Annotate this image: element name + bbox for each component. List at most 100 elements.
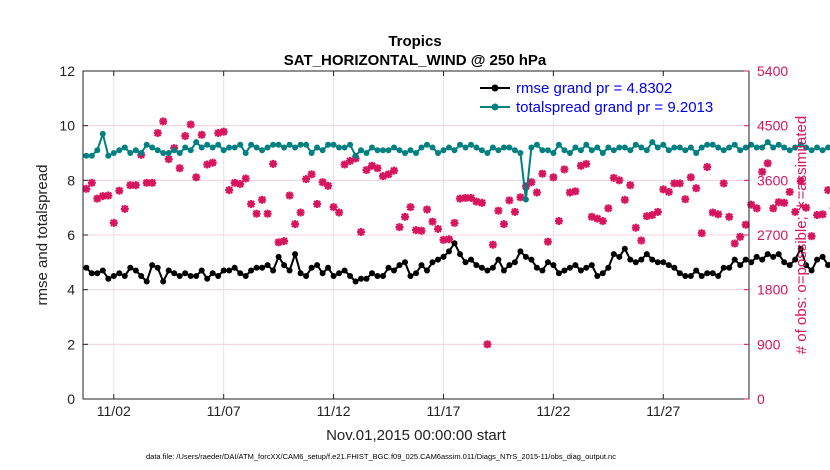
assimilated-obs-point-stroke-d2 — [681, 195, 690, 203]
assimilated-obs-point-51 — [362, 166, 371, 174]
totalspread-point-3 — [99, 130, 106, 137]
rmse-point-112 — [698, 273, 705, 279]
assimilated-obs-point-94 — [598, 217, 607, 225]
rmse-point-102 — [643, 251, 650, 258]
totalspread-point-96 — [610, 147, 617, 154]
rmse-point-123 — [759, 256, 766, 263]
assimilated-obs-point-stroke-d2 — [99, 192, 107, 200]
totalspread-point-35 — [275, 141, 282, 148]
rmse-point-23 — [209, 270, 216, 277]
assimilated-obs-point-stroke-d2 — [219, 127, 228, 136]
x-axis-ticks: 11/02 11/07 11/12 11/17 11/22 11/27 — [97, 71, 680, 419]
totalspread-point-79 — [517, 150, 524, 156]
totalspread-point-36 — [281, 144, 288, 151]
assimilated-obs-point-stroke-d2 — [687, 173, 695, 182]
rmse-point-43 — [319, 270, 326, 277]
totalspread-point-32 — [259, 147, 266, 154]
assimilated-obs-point-0 — [82, 184, 91, 193]
rmse-point-113 — [704, 270, 711, 277]
totalspread-series — [83, 130, 830, 203]
legend-rmse-marker — [491, 84, 499, 92]
assimilated-obs-point-stroke-d2 — [252, 209, 261, 218]
totalspread-point-98 — [621, 144, 628, 151]
rmse-point-41 — [308, 264, 315, 271]
assimilated-obs-point-91 — [582, 159, 591, 168]
assimilated-obs-point-stroke-d2 — [610, 174, 618, 182]
totalspread-point-48 — [347, 141, 354, 148]
assimilated-obs-series — [82, 117, 830, 349]
assimilated-obs-point-45 — [329, 203, 338, 212]
y-right-axis-label: # of obs: o=possible; ∗=assimilated — [793, 116, 810, 355]
assimilated-obs-point-6 — [115, 186, 124, 195]
totalspread-point-45 — [330, 141, 337, 148]
rmse-point-68 — [457, 251, 463, 258]
assimilated-obs-point-stroke-d2 — [511, 208, 519, 216]
totalspread-point-46 — [336, 144, 343, 151]
assimilated-obs-point-104 — [653, 207, 662, 216]
rmse-point-55 — [385, 264, 392, 271]
assimilated-obs-point-stroke-d2 — [505, 196, 514, 205]
totalspread-point-5 — [110, 150, 117, 156]
assimilated-obs-point-132 — [807, 232, 816, 241]
totalspread-point-80 — [522, 196, 529, 203]
totalspread-point-30 — [248, 141, 255, 148]
data-file-footnote: data file: /Users/raeder/DAI/ATM_forcXX/… — [146, 452, 616, 461]
rmse-point-86 — [555, 270, 562, 277]
rmse-point-17 — [176, 273, 183, 279]
assimilated-obs-point-stroke-d2 — [88, 179, 96, 187]
totalspread-point-118 — [731, 141, 738, 148]
totalspread-point-63 — [429, 144, 436, 151]
assimilated-obs-point-56 — [390, 166, 398, 175]
assimilated-obs-point-99 — [626, 181, 635, 190]
assimilated-obs-point-72 — [477, 198, 486, 207]
assimilated-obs-point-73 — [483, 340, 492, 349]
totalspread-point-28 — [237, 141, 244, 148]
rmse-point-131 — [803, 262, 810, 269]
totalspread-point-18 — [182, 144, 189, 151]
totalspread-point-44 — [325, 141, 332, 148]
rmse-point-56 — [391, 267, 397, 274]
x-tick-label-2: 11/12 — [317, 403, 351, 419]
assimilated-obs-point-98 — [620, 195, 629, 204]
assimilated-obs-point-112 — [697, 229, 706, 238]
totalspread-point-114 — [709, 141, 716, 148]
totalspread-point-25 — [220, 147, 227, 154]
assimilated-obs-point-79 — [516, 193, 525, 202]
assimilated-obs-point-50 — [357, 228, 365, 236]
rmse-point-132 — [808, 267, 815, 274]
totalspread-point-60 — [413, 150, 419, 156]
assimilated-obs-point-stroke-d2 — [269, 160, 277, 168]
rmse-point-106 — [665, 262, 672, 269]
assimilated-obs-point-stroke-d2 — [730, 239, 739, 248]
totalspread-point-21 — [198, 144, 205, 151]
rmse-point-108 — [676, 270, 683, 277]
totalspread-point-102 — [643, 147, 650, 154]
assimilated-obs-point-62 — [423, 205, 431, 214]
assimilated-obs-point-stroke-d2 — [483, 340, 492, 349]
rmse-point-5 — [110, 273, 117, 279]
totalspread-point-122 — [753, 144, 760, 151]
assimilated-obs-point-53 — [373, 164, 382, 173]
totalspread-point-88 — [566, 150, 573, 156]
chart-subtitle: SAT_HORIZONTAL_WIND @ 250 hPa — [284, 52, 547, 69]
assimilated-obs-point-stroke-d2 — [780, 199, 788, 207]
totalspread-point-1 — [88, 152, 95, 159]
totalspread-point-124 — [764, 139, 771, 146]
totalspread-point-9 — [132, 147, 139, 154]
rmse-point-33 — [264, 262, 271, 269]
assimilated-obs-point-120 — [741, 220, 750, 229]
assimilated-obs-point-46 — [335, 208, 344, 217]
assimilated-obs-point-61 — [417, 226, 426, 235]
totalspread-point-85 — [550, 150, 557, 156]
assimilated-obs-point-stroke-d2 — [104, 191, 113, 200]
rmse-point-42 — [314, 262, 321, 269]
rmse-point-51 — [363, 275, 370, 282]
assimilated-obs-point-66 — [445, 235, 453, 244]
assimilated-obs-point-7 — [120, 204, 129, 213]
assimilated-obs-point-20 — [192, 173, 201, 182]
assimilated-obs-point-111 — [692, 184, 701, 193]
assimilated-obs-point-stroke-d2 — [516, 193, 525, 202]
rmse-point-60 — [413, 270, 419, 277]
assimilated-obs-point-60 — [412, 226, 420, 235]
assimilated-obs-point-30 — [247, 200, 256, 208]
